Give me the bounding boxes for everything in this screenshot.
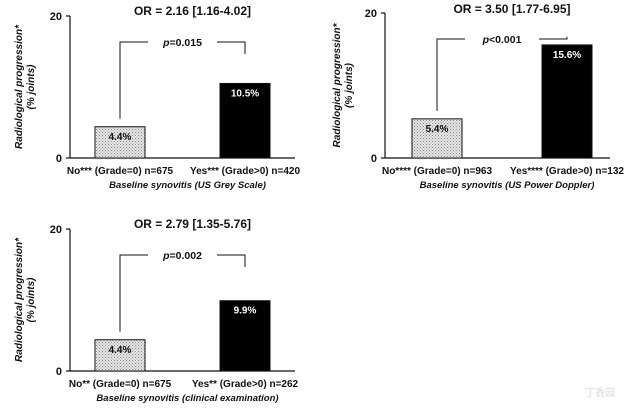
bracket-right	[539, 36, 568, 40]
bar-value-label: 4.4%	[109, 132, 132, 143]
p-value-label: p=0.002	[162, 250, 202, 262]
x-axis-label: Baseline synovitis (US Grey Scale)	[109, 180, 266, 191]
bar	[94, 339, 146, 372]
bracket-right	[217, 41, 246, 54]
category-label: Yes**** (Grade>0) n=132	[510, 166, 624, 177]
chart-panel: 0 20 OR = 3.50 [1.77-6.95] Radiological pro…	[332, 2, 624, 191]
bar-value-label: 10.5%	[231, 88, 259, 99]
bracket-left	[119, 254, 148, 332]
category-label: Yes** (Grade>0) n=262	[192, 379, 299, 390]
bracket-right	[217, 254, 246, 267]
chart-title: OR = 2.16 [1.16-4.02]	[134, 4, 251, 18]
y-axis-label: Radiological progression*(% joints)	[14, 237, 37, 362]
y-tick-label: 20	[50, 224, 62, 236]
y-tick-label: 20	[50, 11, 62, 23]
chart-title: OR = 2.79 [1.35-5.76]	[134, 217, 251, 231]
y-tick-label: 0	[56, 366, 62, 378]
watermark-text: 丁香园	[585, 387, 615, 399]
bracket-left	[436, 38, 465, 111]
chart-panel: 0 20 OR = 2.79 [1.35-5.76] Radiological pro…	[14, 217, 299, 404]
bar-value-label: 15.6%	[553, 50, 581, 61]
category-label: Yes*** (Grade>0) n=420	[190, 166, 301, 177]
bar	[411, 118, 463, 159]
bar	[94, 126, 146, 159]
y-tick-label: 0	[371, 153, 377, 165]
x-axis-label: Baseline synovitis (clinical examination…	[96, 393, 278, 404]
chart-title: OR = 3.50 [1.77-6.95]	[453, 2, 570, 16]
bar-value-label: 4.4%	[109, 345, 132, 356]
bar	[219, 82, 271, 159]
y-tick-label: 20	[365, 8, 377, 20]
bracket-left	[119, 41, 148, 119]
y-axis-label: Radiological progression*(% joints)	[332, 22, 355, 147]
category-label: No*** (Grade=0) n=675	[67, 166, 174, 177]
x-axis-label: Baseline synovitis (US Power Doppler)	[420, 180, 595, 191]
category-label: No**** (Grade=0) n=963	[382, 166, 492, 177]
bar-value-label: 9.9%	[234, 306, 257, 317]
chart-panel: 0 20 OR = 2.16 [1.16-4.02] Radiological pro…	[14, 4, 300, 191]
category-label: No** (Grade=0) n=675	[69, 379, 172, 390]
p-value-label: p<0.001	[482, 34, 522, 46]
y-tick-label: 0	[56, 153, 62, 165]
p-value-label: p=0.015	[162, 37, 202, 49]
bar	[219, 300, 271, 372]
bar	[541, 44, 593, 159]
bar-value-label: 5.4%	[426, 124, 449, 135]
y-axis-label: Radiological progression*(% joints)	[14, 24, 37, 149]
